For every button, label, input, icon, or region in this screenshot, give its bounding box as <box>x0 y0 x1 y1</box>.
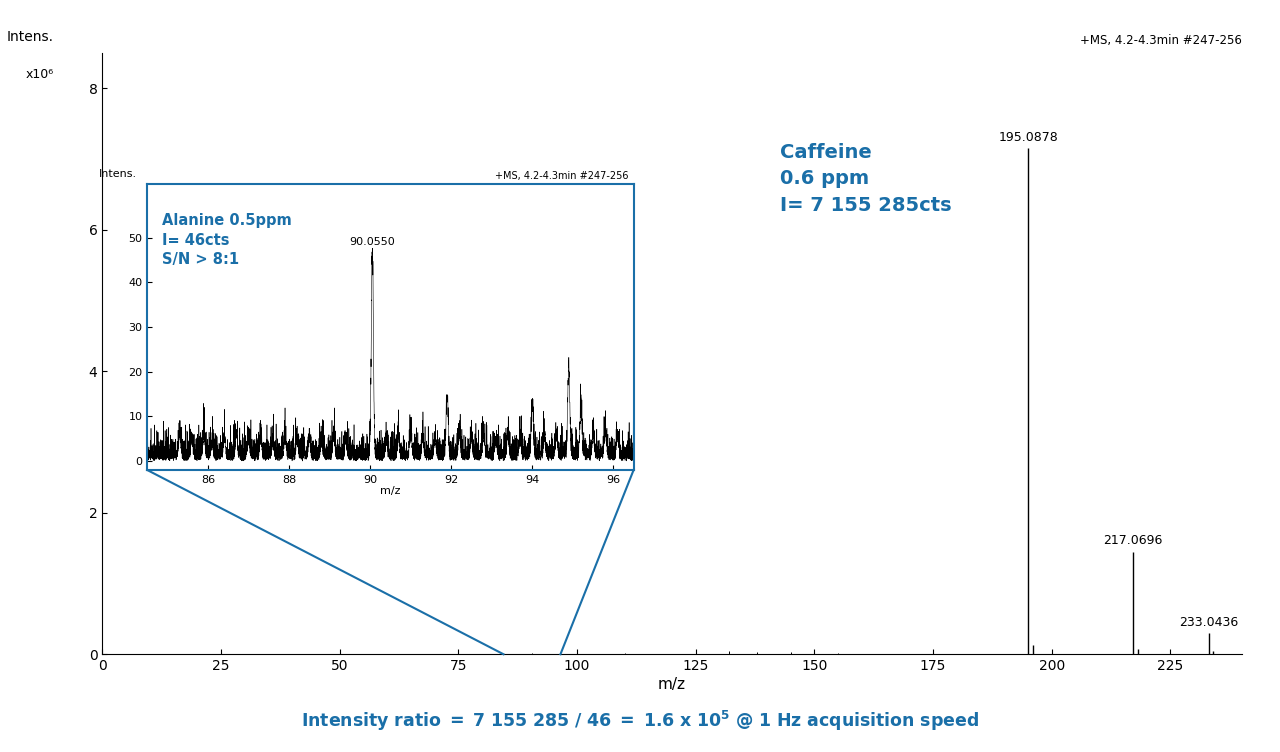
X-axis label: m/z: m/z <box>380 487 401 496</box>
Text: x10⁶: x10⁶ <box>26 68 54 80</box>
Text: +MS, 4.2-4.3min #247-256: +MS, 4.2-4.3min #247-256 <box>1080 34 1242 47</box>
Text: $\bf{Intensity\ ratio\ =\ 7\ 155\ 285\ /\ 46\ =\ 1.6\ x\ 10^{5}\ @\ 1\ Hz\ acqui: $\bf{Intensity\ ratio\ =\ 7\ 155\ 285\ /… <box>301 709 979 733</box>
X-axis label: m/z: m/z <box>658 678 686 693</box>
Text: +MS, 4.2-4.3min #247-256: +MS, 4.2-4.3min #247-256 <box>495 171 628 181</box>
Text: 233.0436: 233.0436 <box>1179 616 1238 629</box>
Text: 90.0550: 90.0550 <box>349 237 396 247</box>
Text: Alanine 0.5ppm
I= 46cts
S/N > 8:1: Alanine 0.5ppm I= 46cts S/N > 8:1 <box>161 213 292 268</box>
Text: 195.0878: 195.0878 <box>998 131 1059 144</box>
Text: Caffeine
0.6 ppm
I= 7 155 285cts: Caffeine 0.6 ppm I= 7 155 285cts <box>781 143 952 215</box>
Text: Intens.: Intens. <box>99 168 137 178</box>
Text: Intens.: Intens. <box>6 29 54 44</box>
Text: 217.0696: 217.0696 <box>1103 535 1162 547</box>
